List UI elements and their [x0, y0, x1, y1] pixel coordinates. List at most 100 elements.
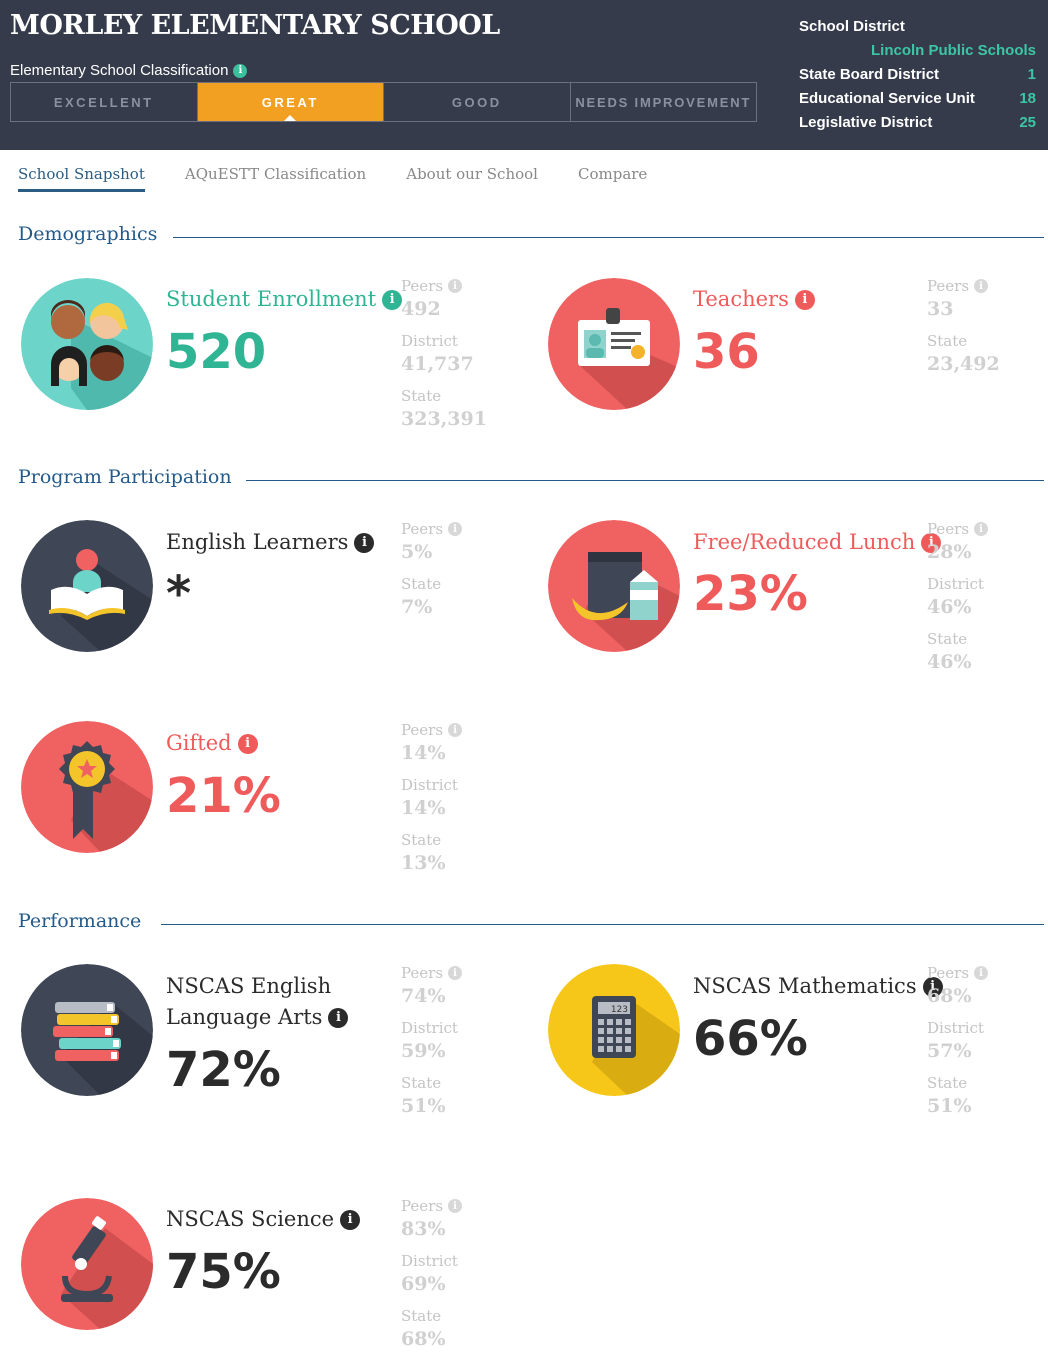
nscas-math-label-text: NSCAS Mathematics [693, 974, 917, 998]
classification-label-text: Elementary School Classification [10, 62, 229, 79]
compare-label: Peers i [401, 720, 463, 740]
nscas-ela-compare: Peers i 74% District 59% State 51% [401, 963, 463, 1128]
school-district-row: School District [799, 14, 1036, 38]
tab-aquestt-classification[interactable]: AQuESTT Classification [184, 165, 367, 183]
nscas-ela-label-line2: Language Arts i [166, 1002, 349, 1033]
tab-bar: School Snapshot AQuESTT Classification A… [18, 165, 647, 192]
info-icon[interactable]: i [328, 1007, 349, 1028]
compare-value: 5% [401, 541, 433, 563]
info-icon[interactable]: i [237, 733, 258, 754]
compare-label: State [401, 831, 442, 849]
english-learners-label-text: English Learners [166, 530, 349, 554]
school-district-label: School District [799, 17, 905, 35]
district-info: School District Lincoln Public Schools S… [799, 14, 1036, 134]
school-district-value[interactable]: Lincoln Public Schools [870, 41, 1036, 59]
nscas-math-value: 66% [693, 1011, 808, 1067]
gifted-label-text: Gifted [166, 731, 232, 755]
section-divider [246, 480, 1044, 481]
state-board-row: State Board District 1 [799, 62, 1036, 86]
compare-label: District [401, 776, 458, 794]
compare-value: 83% [401, 1218, 446, 1240]
nscas-ela-label-line1: NSCAS English [166, 974, 332, 998]
books-stack-icon [21, 964, 153, 1096]
english-learners-compare: Peers i 5% State 7% [401, 519, 463, 629]
classification-good[interactable]: GOOD [384, 83, 571, 121]
tab-compare[interactable]: Compare [577, 165, 648, 183]
info-icon[interactable]: i [921, 532, 942, 553]
info-icon[interactable]: i [974, 966, 989, 980]
tab-school-snapshot[interactable]: School Snapshot [18, 165, 145, 192]
compare-value: 323,391 [401, 408, 487, 430]
nscas-science-label-text: NSCAS Science [166, 1207, 335, 1231]
section-divider [173, 237, 1044, 238]
nscas-ela-value: 72% [166, 1042, 281, 1098]
compare-label: State [927, 332, 968, 350]
info-icon[interactable]: i [974, 279, 989, 293]
tab-about-our-school[interactable]: About our School [406, 165, 538, 183]
compare-value: 68% [927, 985, 972, 1007]
classification-needs-improvement[interactable]: NEEDS IMPROVEMENT [575, 94, 752, 110]
compare-label: Peers i [927, 276, 1000, 296]
teachers-compare: Peers i 33 State 23,492 [927, 276, 1000, 386]
compare-value: 46% [927, 596, 972, 618]
info-icon[interactable]: i [354, 532, 375, 553]
free-reduced-lunch-value: 23% [693, 566, 808, 622]
compare-value: 51% [401, 1095, 446, 1117]
compare-value: 13% [401, 852, 446, 874]
compare-label: State [401, 1307, 442, 1325]
info-icon[interactable]: i [233, 63, 248, 78]
info-icon[interactable]: i [448, 279, 463, 293]
nscas-math-label: NSCAS Mathematics i [693, 971, 943, 1002]
info-icon[interactable]: i [382, 289, 403, 310]
info-icon[interactable]: i [448, 966, 463, 980]
compare-label: State [927, 1074, 968, 1092]
compare-value: 23,492 [927, 353, 1000, 375]
students-icon [21, 278, 153, 410]
nscas-ela-label-text: Language Arts [166, 1005, 323, 1029]
compare-value: 74% [401, 985, 446, 1007]
svg-text:123: 123 [611, 1005, 628, 1015]
id-badge-icon [548, 278, 680, 410]
esu-label: Educational Service Unit [799, 89, 975, 107]
info-icon[interactable]: i [340, 1209, 361, 1230]
info-icon[interactable]: i [448, 522, 463, 536]
classification-excellent[interactable]: EXCELLENT [11, 83, 198, 121]
school-name: MORLEY ELEMENTARY SCHOOL [10, 10, 500, 41]
legislative-value: 25 [1019, 113, 1036, 131]
classification-great[interactable]: GREAT [197, 83, 384, 121]
compare-label: District [401, 332, 458, 350]
compare-label: District [401, 1252, 458, 1270]
legislative-label: Legislative District [799, 113, 933, 131]
section-title-performance: Performance [18, 910, 142, 932]
info-icon[interactable]: i [448, 723, 463, 737]
esu-value: 18 [1019, 89, 1036, 107]
compare-label: Peers i [927, 519, 989, 539]
section-title-program-participation: Program Participation [18, 466, 232, 488]
teachers-label: Teachers i [693, 284, 815, 315]
compare-value: 14% [401, 797, 446, 819]
compare-value: 33 [927, 298, 954, 320]
school-district-value-row: Lincoln Public Schools [799, 38, 1036, 62]
compare-value: 46% [927, 651, 972, 673]
info-icon[interactable]: i [448, 1199, 463, 1213]
compare-value: 57% [927, 1040, 972, 1062]
info-icon[interactable]: i [922, 976, 943, 997]
info-icon[interactable]: i [794, 289, 815, 310]
state-board-label: State Board District [799, 65, 940, 83]
compare-label: State [401, 387, 442, 405]
compare-label: District [927, 1019, 984, 1037]
free-reduced-lunch-label: Free/Reduced Lunch i [693, 527, 942, 558]
compare-label: State [927, 630, 968, 648]
nscas-science-label: NSCAS Science i [166, 1204, 361, 1235]
english-learners-value: * [166, 566, 192, 622]
esu-row: Educational Service Unit 18 [799, 86, 1036, 110]
book-reader-icon [21, 520, 153, 652]
compare-label: District [927, 575, 984, 593]
nscas-math-compare: Peers i 68% District 57% State 51% [927, 963, 989, 1128]
compare-value: 51% [927, 1095, 972, 1117]
student-enrollment-value: 520 [166, 324, 267, 380]
free-reduced-lunch-label-text: Free/Reduced Lunch [693, 530, 916, 554]
info-icon[interactable]: i [974, 522, 989, 536]
nscas-science-compare: Peers i 83% District 69% State 68% [401, 1196, 463, 1361]
compare-label: Peers i [927, 963, 989, 983]
